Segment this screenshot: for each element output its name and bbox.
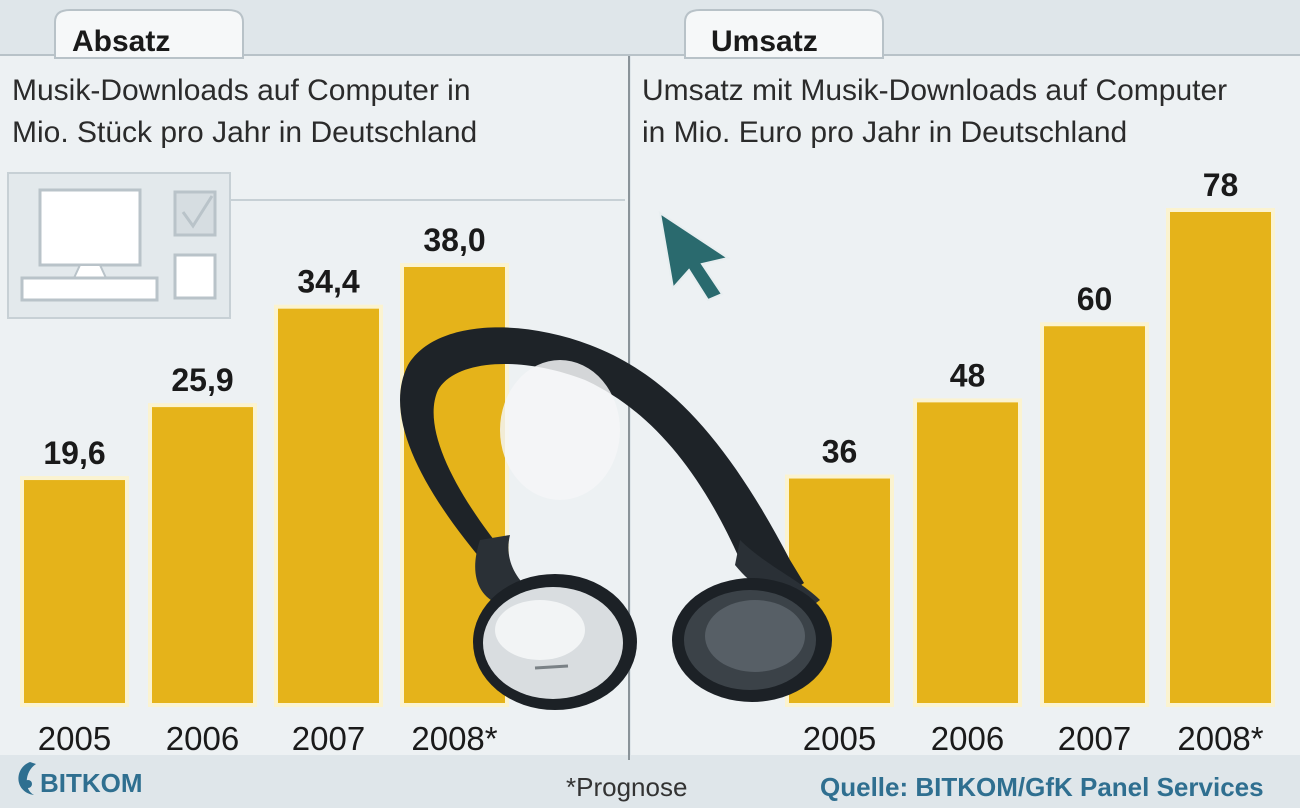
- tab-umsatz-label: Umsatz: [711, 25, 818, 58]
- absatz-value-label: 34,4: [297, 264, 359, 300]
- headphones-image: [400, 327, 832, 710]
- umsatz-value-label: 36: [822, 434, 858, 470]
- absatz-bar-2005: [20, 476, 129, 708]
- umsatz-category-label: 2007: [1058, 720, 1131, 757]
- headphones-band-highlight: [500, 360, 620, 500]
- headphones-left-cup-mark: [534, 664, 569, 670]
- absatz-category-label: 2007: [292, 720, 365, 757]
- umsatz-category-label: 2008*: [1177, 720, 1263, 757]
- umsatz-bar-2008: [1166, 208, 1275, 707]
- umsatz-value-label: 48: [950, 357, 986, 393]
- umsatz-category-label: 2006: [931, 720, 1004, 757]
- source-text: Quelle: BITKOM/GfK Panel Services: [820, 772, 1264, 802]
- bitkom-logo-text: BITKOM: [40, 768, 143, 798]
- umsatz-bar-2007: [1040, 322, 1149, 707]
- umsatz-category-label: 2005: [803, 720, 876, 757]
- absatz-bar-2006: [148, 403, 257, 707]
- headphones-left-cup-shine: [495, 600, 585, 660]
- tab-absatz-label: Absatz: [72, 25, 170, 58]
- tab-absatz: [54, 9, 244, 59]
- absatz-category-label: 2008*: [411, 720, 497, 757]
- right-title-line2: in Mio. Euro pro Jahr in Deutschland: [642, 116, 1127, 149]
- absatz-category-label: 2006: [166, 720, 239, 757]
- left-title-line2: Mio. Stück pro Jahr in Deutschland: [12, 116, 477, 149]
- left-title-line1: Musik-Downloads auf Computer in: [12, 74, 471, 107]
- absatz-value-label: 38,0: [423, 222, 485, 258]
- bitkom-logo: BITKOM: [18, 762, 143, 798]
- absatz-bar-2007: [274, 304, 383, 707]
- computer-illustration: [7, 172, 625, 319]
- computer-icon: [20, 188, 159, 302]
- right-title-line1: Umsatz mit Musik-Downloads auf Computer: [642, 74, 1227, 107]
- prognose-note: *Prognose: [566, 772, 687, 802]
- absatz-value-label: 25,9: [171, 362, 233, 398]
- tab-umsatz: [684, 9, 884, 59]
- cursor-arrow-icon: [658, 210, 731, 302]
- absatz-category-label: 2005: [38, 720, 111, 757]
- umsatz-bar-2006: [913, 398, 1022, 707]
- umsatz-value-label: 60: [1077, 281, 1113, 317]
- headphones-right-cup-mesh: [705, 600, 805, 672]
- checkbox-empty-icon: [173, 253, 217, 300]
- absatz-value-label: 19,6: [43, 435, 105, 471]
- umsatz-value-label: 78: [1203, 167, 1239, 203]
- checkbox-checked-icon: [173, 190, 217, 237]
